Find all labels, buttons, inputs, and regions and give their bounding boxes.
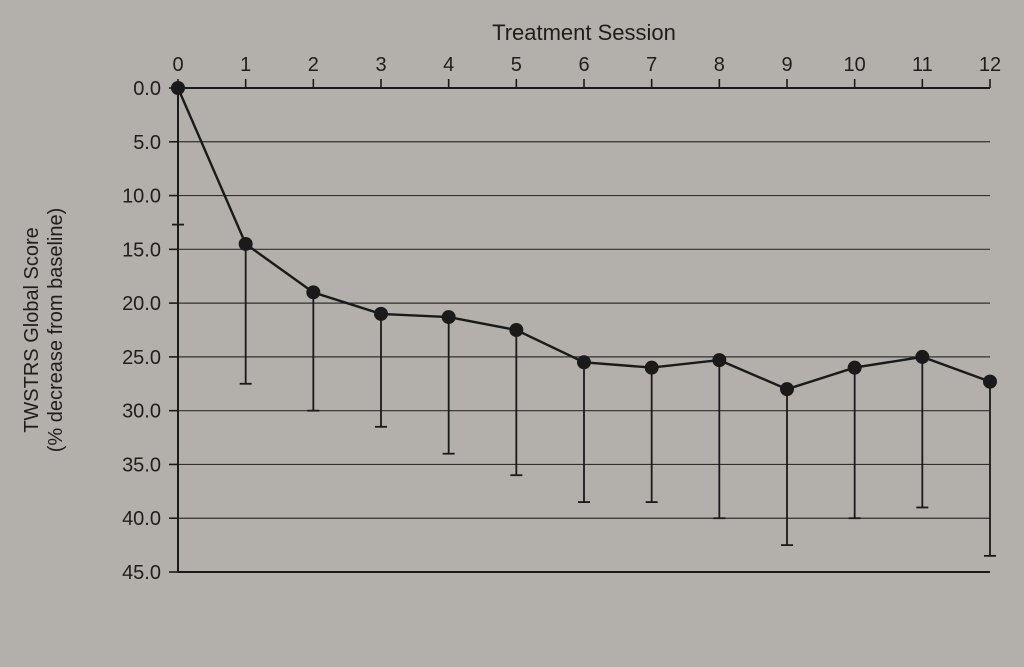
x-tick-label: 11	[912, 54, 933, 76]
x-tick-label: 10	[844, 54, 866, 76]
y-axis-title-line1: TWSTRS Global Score	[21, 227, 43, 433]
x-tick-label: 5	[511, 54, 522, 76]
x-tick-label: 1	[240, 54, 251, 76]
y-tick-label: 40.0	[122, 508, 161, 530]
y-tick-label: 5.0	[133, 132, 161, 154]
y-tick-label: 15.0	[122, 239, 161, 261]
chart-marker	[983, 375, 997, 389]
x-tick-label: 8	[714, 54, 725, 76]
twstrs-line-chart: 01234567891011120.05.010.015.020.025.030…	[0, 0, 1024, 667]
x-tick-label: 4	[443, 54, 454, 76]
y-tick-label: 25.0	[122, 347, 161, 369]
chart-marker	[374, 307, 388, 321]
x-axis-title: Treatment Session	[492, 20, 676, 45]
x-tick-label: 7	[646, 54, 657, 76]
y-tick-label: 0.0	[133, 78, 161, 100]
chart-marker	[509, 323, 523, 337]
x-tick-label: 3	[375, 54, 386, 76]
y-tick-label: 35.0	[122, 454, 161, 476]
chart-marker	[712, 353, 726, 367]
x-tick-label: 0	[172, 54, 183, 76]
chart-marker	[577, 355, 591, 369]
chart-marker	[848, 361, 862, 375]
x-tick-label: 9	[781, 54, 792, 76]
x-tick-label: 12	[979, 54, 1001, 76]
y-tick-label: 30.0	[122, 401, 161, 423]
chart-marker	[306, 285, 320, 299]
chart-marker	[780, 382, 794, 396]
x-tick-label: 2	[308, 54, 319, 76]
y-tick-label: 10.0	[122, 186, 161, 208]
chart-marker	[915, 350, 929, 364]
chart-container: 01234567891011120.05.010.015.020.025.030…	[0, 0, 1024, 667]
chart-marker	[645, 361, 659, 375]
y-axis-title-line2: (% decrease from baseline)	[45, 208, 67, 453]
y-tick-label: 20.0	[122, 293, 161, 315]
chart-marker	[442, 310, 456, 324]
chart-marker	[239, 237, 253, 251]
x-tick-label: 6	[578, 54, 589, 76]
chart-marker	[171, 81, 185, 95]
y-tick-label: 45.0	[122, 562, 161, 584]
